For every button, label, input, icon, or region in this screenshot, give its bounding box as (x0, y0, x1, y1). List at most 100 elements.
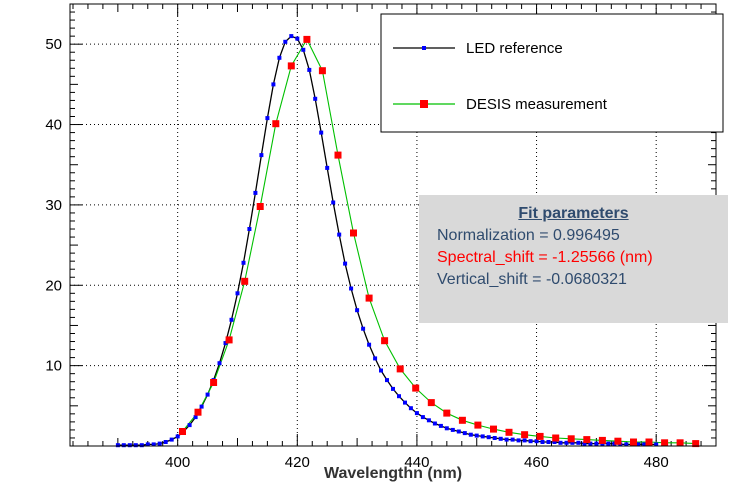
fit-spectral-shift: Spectral_shift = -1.25566 (nm) (437, 249, 653, 266)
led-reference-point (564, 440, 569, 445)
led-reference-point (462, 431, 467, 436)
desis-measurement-point (676, 439, 684, 447)
led-reference-point (247, 227, 252, 231)
desis-measurement-point (210, 379, 218, 386)
led-reference-point (373, 356, 378, 361)
led-reference-point (636, 442, 641, 447)
desis-measurement-point (350, 229, 357, 237)
led-reference-point (229, 317, 234, 322)
led-reference-point (157, 441, 162, 446)
led-reference-point (277, 55, 282, 60)
desis-measurement-point (661, 439, 669, 447)
led-reference-point (217, 361, 222, 366)
series-markers (115, 34, 700, 448)
led-reference-point (295, 36, 300, 41)
led-reference-point (151, 442, 156, 447)
led-reference-point (552, 440, 557, 444)
led-reference-point (349, 286, 354, 291)
legend-label-desis-measurement: DESIS measurement (466, 96, 608, 113)
fit-parameters-box: Fit parameters Normalization = 0.996495 … (419, 195, 728, 323)
desis-measurement-point (536, 432, 544, 440)
x-tick-label: 400 (165, 454, 190, 471)
led-reference-point (516, 438, 521, 443)
x-tick-label: 480 (644, 454, 669, 471)
desis-measurement-point (521, 431, 529, 439)
fit-vertical-shift: Vertical_shift = -0.0680321 (437, 271, 627, 288)
led-reference-point (444, 426, 449, 431)
led-reference-point (546, 440, 551, 444)
y-tick-label: 30 (45, 197, 62, 214)
led-reference-point (540, 440, 545, 444)
led-reference-point (163, 440, 168, 444)
led-reference-point (522, 438, 527, 443)
led-reference-point (456, 429, 461, 434)
desis-measurement-point (396, 365, 404, 373)
led-reference-point (654, 442, 659, 447)
desis-measurement-point (194, 408, 202, 416)
led-reference-point (379, 368, 383, 373)
led-reference-point (205, 392, 210, 397)
desis-measurement-point (272, 120, 280, 128)
desis-measurement-point (474, 421, 482, 429)
led-reference-point (594, 441, 599, 446)
led-reference-point (486, 435, 491, 440)
led-reference-point (426, 418, 431, 423)
led-reference-point (576, 440, 581, 445)
led-reference-point (385, 378, 389, 383)
led-reference-point (199, 404, 204, 409)
x-tick-label: 420 (285, 454, 310, 471)
desis-measurement-point (225, 336, 233, 344)
led-reference-point (624, 442, 629, 447)
led-reference-point (355, 308, 360, 313)
desis-measurement-point (381, 337, 389, 345)
desis-measurement-point (567, 435, 575, 443)
led-reference-point (558, 440, 563, 445)
led-reference-point (271, 82, 276, 87)
led-reference-point (397, 394, 401, 399)
led-reference-point (582, 441, 587, 446)
led-reference-point (175, 434, 180, 439)
led-reference-point (127, 443, 132, 448)
led-reference-point (343, 261, 348, 266)
desis-measurement-point (412, 384, 420, 392)
led-reference-point (283, 39, 288, 44)
led-reference-point (504, 437, 509, 442)
led-reference-point (313, 96, 318, 101)
legend-label-led-reference: LED reference (466, 40, 563, 57)
led-reference-point (325, 165, 330, 170)
desis-measurement-point (256, 203, 264, 210)
led-reference-point (319, 130, 324, 135)
fit-parameters-title: Fit parameters (518, 205, 629, 222)
led-reference-point (223, 341, 228, 346)
led-reference-point (588, 441, 593, 446)
led-reference-point (301, 47, 306, 52)
y-tick-label: 40 (45, 117, 62, 134)
desis-measurement-point (645, 438, 653, 446)
led-reference-point (241, 260, 246, 265)
desis-measurement-point (458, 416, 466, 424)
led-reference-point (145, 442, 150, 447)
desis-measurement-point (427, 399, 435, 407)
desis-measurement-point (334, 151, 342, 159)
desis-measurement-point (614, 437, 622, 445)
x-tick-label: 440 (404, 454, 429, 471)
led-reference-point (337, 232, 342, 237)
led-reference-point (432, 421, 437, 426)
desis-measurement-point (287, 62, 295, 70)
led-reference-point (492, 436, 497, 440)
x-axis-title: Wavelengthn (nm) (324, 465, 462, 482)
led-reference-point (265, 116, 270, 121)
desis-measurement-point (505, 428, 513, 436)
led-reference-point (498, 436, 503, 441)
led-reference-point (307, 67, 312, 72)
led-reference-point (420, 415, 425, 420)
desis-measurement-point (630, 438, 637, 446)
y-tick-label: 10 (45, 358, 62, 375)
led-reference-point (468, 432, 473, 437)
led-reference-point (570, 440, 575, 445)
desis-measurement-point (692, 440, 700, 448)
desis-measurement-point (303, 35, 311, 43)
led-reference-point (139, 443, 144, 448)
led-reference-point (474, 433, 479, 438)
led-reference-point (612, 441, 617, 446)
